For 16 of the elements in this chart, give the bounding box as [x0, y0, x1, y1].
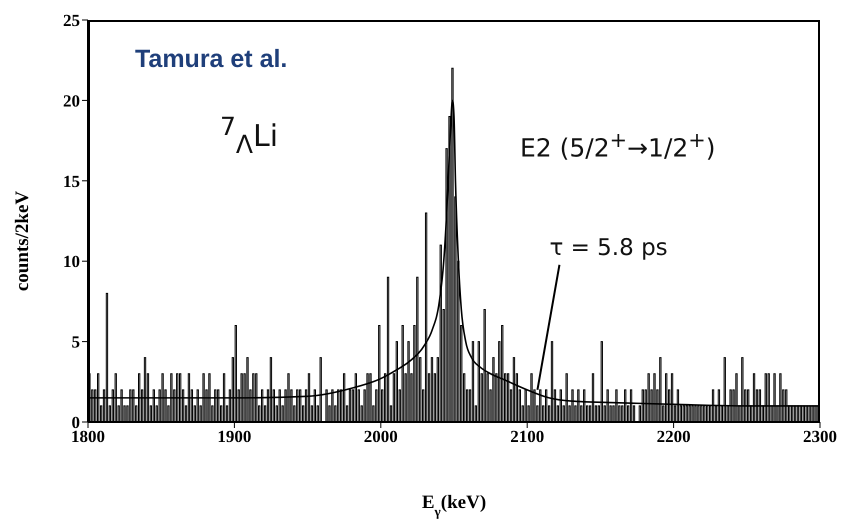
y-tick-label: 15 — [63, 172, 80, 191]
x-tick-label: 1800 — [71, 427, 105, 446]
y-tick-label: 25 — [63, 11, 80, 30]
y-tick-label: 5 — [72, 332, 80, 352]
x-tick-label: 2000 — [364, 427, 398, 446]
y-tick-label: 10 — [63, 252, 80, 272]
annotation: Tamura et al. — [135, 45, 288, 74]
x-tick-label: 2100 — [510, 427, 544, 446]
y-tick-label: 20 — [63, 91, 80, 110]
x-tick-label: 1900 — [217, 427, 252, 446]
x-tick-label: 2200 — [656, 427, 691, 446]
y-axis-title: counts/2keV — [12, 190, 33, 292]
x-tick-label: 2300 — [803, 427, 837, 446]
annotation: E2 (5/2$^{+}$→1/2$^{+}$) — [520, 128, 716, 162]
x-axis-title: E$_{γ}$(keV) — [422, 492, 486, 518]
annotation: τ = 5.8 ps — [549, 234, 668, 261]
